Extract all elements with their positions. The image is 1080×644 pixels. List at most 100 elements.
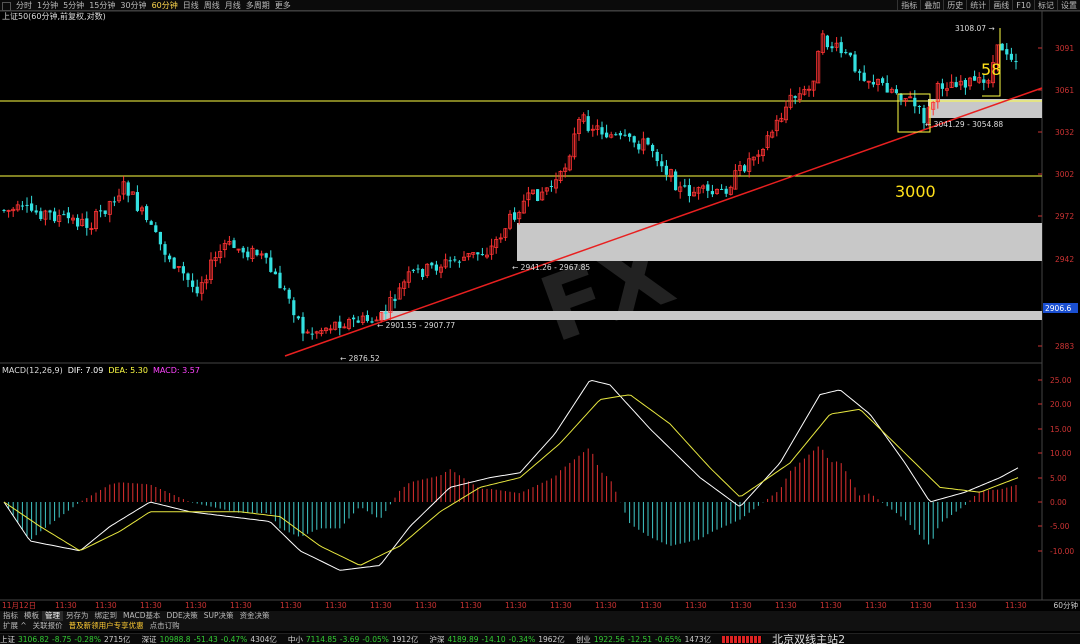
candle-body xyxy=(199,282,204,294)
toolbar-button[interactable]: 统计 xyxy=(966,0,989,11)
candle-body xyxy=(521,200,526,214)
toolbar-button[interactable]: 叠加 xyxy=(920,0,943,11)
indicator-tab[interactable]: 管理 xyxy=(42,611,63,621)
candle-body xyxy=(145,206,149,221)
level-3000-label: 3000 xyxy=(895,182,936,201)
candle-body xyxy=(807,88,812,91)
indicator-tab[interactable]: 绑定到 xyxy=(94,611,118,620)
candle-body xyxy=(232,240,236,248)
candle-body xyxy=(779,117,784,122)
candle-body xyxy=(2,209,6,211)
candle-body xyxy=(632,136,636,143)
period-tab[interactable]: 日线 xyxy=(182,1,199,10)
extension-tab[interactable]: 点击订购 xyxy=(149,621,180,630)
candle-body xyxy=(130,191,135,195)
candle-body xyxy=(305,331,310,334)
extension-tab[interactable]: 扩展 ^ xyxy=(3,621,27,630)
index-chg: -51.43 xyxy=(193,634,218,644)
period-tab[interactable]: 5分钟 xyxy=(63,1,85,10)
index-quote[interactable]: 创业 1922.56 -12.51 -0.65% 1473亿 xyxy=(576,634,714,644)
period-tab[interactable]: 更多 xyxy=(274,1,291,10)
indicator-tab[interactable]: MACD基本 xyxy=(123,611,161,620)
candle-body xyxy=(438,266,443,273)
candle-body xyxy=(917,106,921,108)
candle-body xyxy=(397,287,402,300)
index-quote[interactable]: 深证 10988.8 -51.43 -0.47% 4304亿 xyxy=(142,634,280,644)
candle-body xyxy=(158,231,162,245)
time-axis-label: 11:30 xyxy=(910,601,932,610)
candle-body xyxy=(614,134,618,136)
index-quote[interactable]: 沪深 4189.89 -14.10 -0.34% 1962亿 xyxy=(429,634,567,644)
candle-body xyxy=(434,264,438,271)
toolbar-button[interactable]: 指标 xyxy=(897,0,920,11)
candle-body xyxy=(388,297,393,313)
candle-body xyxy=(236,248,241,251)
candle-body xyxy=(977,77,982,83)
candle-body xyxy=(117,195,122,202)
candle-body xyxy=(273,271,277,275)
candle-body xyxy=(1014,61,1018,63)
high-price-label: 3108.07 → xyxy=(955,24,995,33)
candle-body xyxy=(531,189,536,194)
indicator-tab[interactable]: 指标 xyxy=(3,611,18,620)
time-axis-label: 11:30 xyxy=(460,601,482,610)
period-tab[interactable]: 周线 xyxy=(203,1,220,10)
index-price: 10988.8 xyxy=(159,634,191,644)
period-tab[interactable]: 15分钟 xyxy=(89,1,116,10)
toolbar-button[interactable]: 历史 xyxy=(943,0,966,11)
candle-body xyxy=(71,217,76,221)
period-label[interactable]: 60分钟 xyxy=(1053,601,1078,610)
candle-body xyxy=(430,262,434,266)
candle-body xyxy=(94,211,99,230)
zone-label: ← 3041.29 - 3054.88 xyxy=(925,120,1003,129)
candle-body xyxy=(751,156,756,161)
period-tab[interactable]: 月线 xyxy=(224,1,241,10)
current-price-tag-text: 2906.6 xyxy=(1045,304,1071,313)
candle-body xyxy=(480,254,484,256)
index-price: 4189.89 xyxy=(447,634,479,644)
candle-body xyxy=(338,321,342,328)
toolbar-button[interactable]: 标记 xyxy=(1034,0,1057,11)
candle-body xyxy=(940,83,944,89)
period-tab[interactable]: 分时 xyxy=(16,1,32,10)
candle-body xyxy=(246,251,250,258)
period-tab[interactable]: 60分钟 xyxy=(151,1,178,10)
indicator-tab[interactable]: 模板 xyxy=(24,611,39,620)
candle-body xyxy=(774,119,779,132)
candle-body xyxy=(558,171,563,181)
time-axis-label: 11:30 xyxy=(370,601,392,610)
candle-body xyxy=(222,243,227,251)
candle-body xyxy=(489,245,494,255)
candle-body xyxy=(848,52,852,56)
index-quote[interactable]: 中小 7114.85 -3.69 -0.05% 1912亿 xyxy=(288,634,422,644)
toolbar-button[interactable]: 画线 xyxy=(989,0,1012,11)
candle-body xyxy=(1000,43,1004,51)
period-tab[interactable]: 多周期 xyxy=(245,1,270,10)
candle-body xyxy=(618,133,622,136)
server-name[interactable]: 北京双线主站2 xyxy=(772,633,846,644)
candle-body xyxy=(85,218,89,228)
candle-body xyxy=(536,189,540,201)
candle-body xyxy=(374,319,379,322)
candle-body xyxy=(724,188,728,194)
candle-body xyxy=(678,186,683,192)
time-axis-label: 11:30 xyxy=(140,601,162,610)
candle-body xyxy=(908,96,913,99)
window-menu-icon[interactable] xyxy=(2,1,11,11)
extension-tab[interactable]: 关联报价 xyxy=(32,621,63,630)
indicator-tab[interactable]: 资金决策 xyxy=(239,611,270,620)
indicator-tab[interactable]: SUP决策 xyxy=(203,611,234,620)
index-quote[interactable]: 上证 3106.82 -8.75 -0.28% 2715亿 xyxy=(0,634,134,644)
indicator-tab[interactable]: DDE决策 xyxy=(166,611,198,620)
candle-body xyxy=(793,96,797,98)
uptrend-line[interactable] xyxy=(284,87,1043,357)
candle-body xyxy=(103,210,107,215)
period-tab[interactable]: 1分钟 xyxy=(37,1,59,10)
period-tab[interactable]: 30分钟 xyxy=(120,1,147,10)
indicator-tab[interactable]: 另存为 xyxy=(66,611,89,620)
extension-tab[interactable]: 普及新领用户专享优惠 xyxy=(68,621,144,630)
candle-body xyxy=(365,315,369,321)
toolbar-button[interactable]: F10 xyxy=(1012,0,1034,11)
toolbar-button[interactable]: 设置 xyxy=(1057,0,1080,11)
